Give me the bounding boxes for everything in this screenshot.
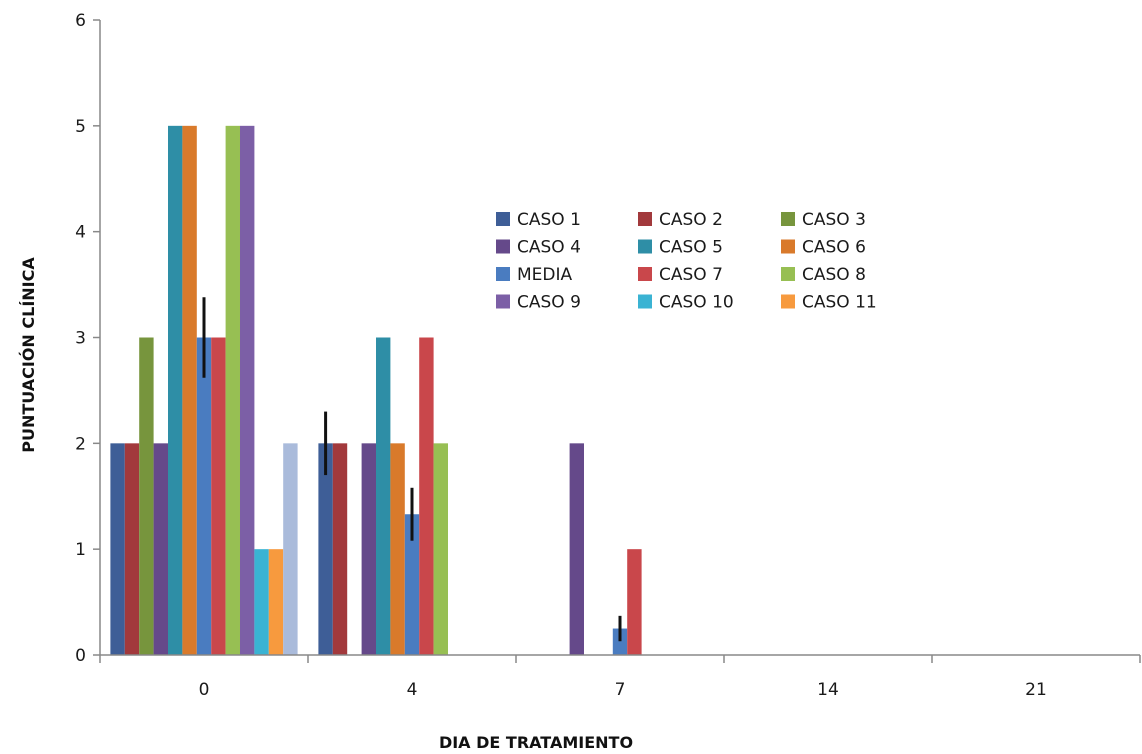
y-tick-label: 1 xyxy=(75,540,86,560)
x-tick-label: 7 xyxy=(615,680,626,700)
bar xyxy=(569,443,584,655)
legend-swatch xyxy=(496,267,510,281)
y-ticks-group: 0 1 2 3 4 5 6 xyxy=(75,11,100,666)
y-tick-label: 6 xyxy=(75,11,86,31)
y-tick-label: 5 xyxy=(75,117,86,137)
bar xyxy=(182,125,197,656)
bar xyxy=(283,443,298,655)
x-tick-label: 4 xyxy=(407,680,418,700)
bar xyxy=(268,549,284,655)
legend-swatch xyxy=(781,267,795,281)
bar xyxy=(404,514,420,655)
bar xyxy=(332,443,348,655)
bar xyxy=(139,337,154,655)
y-axis-title: PUNTUACIÓN CLÍNICA xyxy=(19,257,38,453)
bar xyxy=(153,443,168,655)
bars-group xyxy=(110,125,642,656)
bar xyxy=(419,337,434,655)
bar xyxy=(433,443,448,655)
bar xyxy=(225,125,240,656)
legend-swatch xyxy=(496,294,510,309)
bar xyxy=(390,443,405,655)
bar xyxy=(627,549,642,655)
legend-label: CASO 9 xyxy=(517,293,581,313)
x-ticks-group: 0 4 7 14 21 xyxy=(99,655,1141,700)
x-tick-label: 21 xyxy=(1025,680,1047,700)
legend-label: CASO 6 xyxy=(802,238,866,258)
bar xyxy=(361,443,376,655)
legend-label: CASO 11 xyxy=(802,293,877,313)
legend-swatch xyxy=(781,294,795,309)
legend-label: CASO 3 xyxy=(802,210,866,230)
legend-swatch xyxy=(638,212,652,226)
bar xyxy=(110,443,125,655)
x-tick-label: 0 xyxy=(199,680,210,700)
bar xyxy=(318,443,333,655)
x-axis-title: DIA DE TRATAMIENTO xyxy=(439,733,633,752)
legend-label: CASO 10 xyxy=(659,293,734,313)
errorbars-group xyxy=(202,297,622,642)
y-tick-label: 0 xyxy=(75,646,86,666)
legend-swatch xyxy=(781,239,795,254)
bar xyxy=(240,125,255,656)
legend-label: CASO 4 xyxy=(517,238,581,258)
bar xyxy=(168,125,183,656)
y-tick-label: 2 xyxy=(75,434,86,454)
legend-label: CASO 5 xyxy=(659,238,723,258)
bar xyxy=(211,337,226,655)
y-tick-label: 4 xyxy=(75,223,86,243)
legend-swatch xyxy=(638,239,652,254)
legend-swatch xyxy=(638,294,652,309)
legend-swatch xyxy=(496,239,510,254)
bar xyxy=(612,628,628,655)
legend-label: MEDIA xyxy=(517,265,573,285)
legend-label: CASO 1 xyxy=(517,210,581,230)
legend-label: CASO 7 xyxy=(659,265,723,285)
bar xyxy=(254,549,269,655)
legend-swatch xyxy=(781,212,795,226)
bar xyxy=(196,337,212,655)
legend-label: CASO 2 xyxy=(659,210,723,230)
legend-swatch xyxy=(638,267,652,281)
y-tick-label: 3 xyxy=(75,329,86,349)
x-tick-label: 14 xyxy=(817,680,839,700)
legend: CASO 1 CASO 2 CASO 3 CASO 4 CASO 5 CASO 6 MEDI… xyxy=(496,210,877,313)
bar xyxy=(124,443,140,655)
bar xyxy=(376,337,391,655)
legend-swatch xyxy=(496,212,510,226)
legend-label: CASO 8 xyxy=(802,265,866,285)
